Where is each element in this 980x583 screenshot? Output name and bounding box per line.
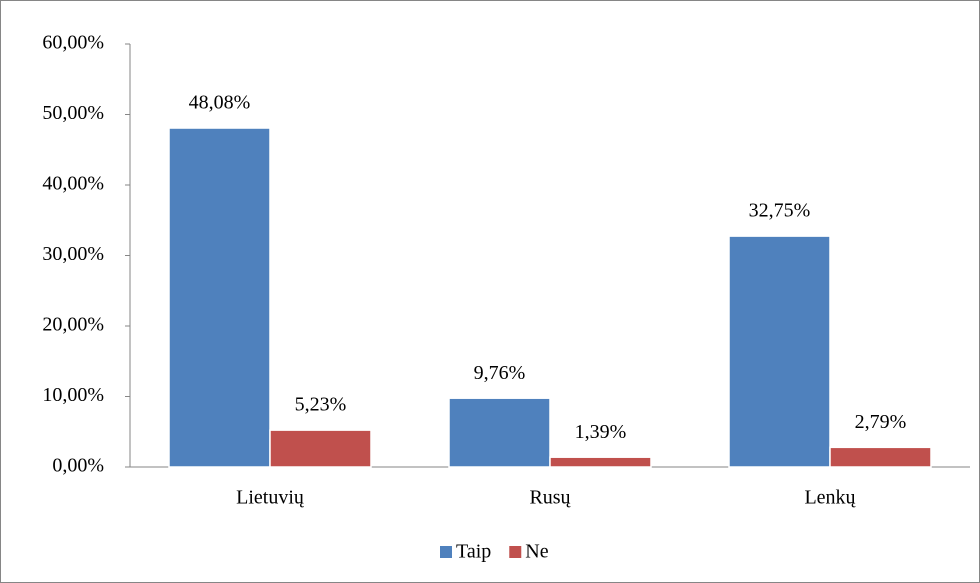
data-label: 48,08% bbox=[189, 92, 251, 114]
bar bbox=[168, 127, 271, 468]
bar bbox=[728, 235, 831, 468]
x-tick-label: Lenkų bbox=[804, 487, 856, 509]
y-tick-label: 40,00% bbox=[42, 173, 104, 195]
data-label: 2,79% bbox=[855, 411, 907, 433]
legend-label: Taip bbox=[456, 541, 491, 563]
x-tick-label: Rusų bbox=[529, 487, 571, 509]
data-label: 9,76% bbox=[474, 362, 526, 384]
y-tick-label: 30,00% bbox=[42, 243, 104, 265]
x-tick-label: Lietuvių bbox=[236, 487, 305, 509]
y-tick-label: 60,00% bbox=[42, 32, 104, 54]
bar bbox=[269, 429, 372, 468]
legend-label: Ne bbox=[525, 541, 548, 563]
y-tick-label: 10,00% bbox=[42, 384, 104, 406]
bar bbox=[829, 446, 932, 468]
data-label: 32,75% bbox=[749, 200, 811, 222]
y-tick-label: 50,00% bbox=[42, 102, 104, 124]
bar bbox=[448, 397, 551, 468]
legend-swatch bbox=[440, 546, 452, 558]
bar bbox=[549, 456, 652, 468]
data-label: 1,39% bbox=[575, 421, 627, 443]
data-label: 5,23% bbox=[295, 394, 347, 416]
legend-swatch bbox=[509, 546, 522, 558]
y-tick-label: 0,00% bbox=[52, 455, 104, 477]
y-tick-label: 20,00% bbox=[42, 314, 104, 336]
